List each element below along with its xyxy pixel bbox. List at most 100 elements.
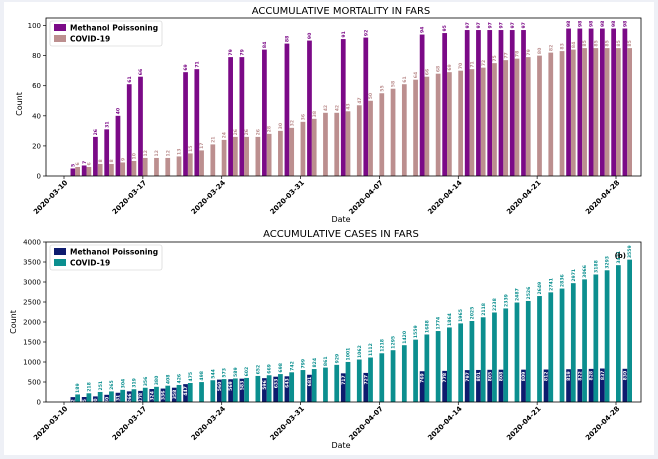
bar-methanol [262, 49, 267, 176]
chart-title: ACCUMULATIVE MORTALITY IN FARS [252, 6, 431, 17]
y-axis: 0 500 1000 1500 2000 2500 3000 3500 4000 [23, 239, 46, 407]
bar-covid [75, 166, 80, 176]
bar-covid [604, 270, 610, 402]
bar-covid [514, 302, 520, 402]
data-label: 447 [183, 386, 189, 396]
data-label: 31 [104, 121, 110, 127]
data-label: 544 [210, 369, 216, 379]
data-label: 742 [289, 361, 295, 371]
y-tick-label: 3500 [23, 259, 41, 267]
bar-covid [266, 375, 272, 402]
bar-covid [334, 364, 340, 402]
bar-methanol [126, 84, 132, 176]
bar-covid [300, 370, 306, 402]
data-label: 84 [262, 42, 268, 48]
data-label: 8 [109, 159, 115, 162]
y-tick-label: 40 [32, 112, 41, 120]
bar-methanol [476, 30, 481, 176]
bar-methanol [498, 30, 504, 176]
bars-layer [70, 28, 632, 177]
y-tick-label: 20 [32, 142, 41, 150]
bar-covid [469, 69, 475, 176]
data-label: 15 [188, 146, 194, 152]
data-label: 30 [278, 123, 284, 129]
bar-covid [154, 386, 159, 402]
data-label: 50 [368, 93, 374, 99]
bar-covid [379, 93, 385, 176]
legend-swatch-methanol [54, 248, 66, 255]
data-label: 98 [600, 21, 606, 27]
data-label: 824 [312, 358, 318, 368]
data-label: 85 [605, 40, 611, 46]
bar-covid [548, 292, 554, 402]
data-label: 82 [548, 45, 554, 51]
bar-methanol [284, 43, 290, 176]
data-label: 83 [560, 43, 566, 49]
data-label: 336 [161, 391, 167, 401]
data-label: 26 [244, 129, 250, 135]
y-tick-label: 0 [37, 399, 41, 407]
bar-methanol [442, 370, 448, 402]
bar-methanol [419, 34, 425, 176]
legend: Methanol Poissoning COVID-19 [49, 244, 163, 271]
bar-covid [75, 394, 80, 402]
y-tick-label: 2500 [23, 299, 41, 307]
bar-covid [435, 73, 441, 176]
bar-methanol [70, 397, 76, 402]
bar-methanol [284, 376, 290, 402]
bar-covid [514, 58, 520, 176]
bar-covid [368, 357, 373, 402]
data-label: 85 [627, 40, 633, 46]
legend: Methanol Poissoning COVID-19 [49, 20, 163, 47]
bar-methanol [577, 28, 583, 177]
data-label: 79 [239, 49, 245, 55]
data-label: 380 [154, 376, 160, 386]
data-label: 47 [357, 97, 363, 103]
bar-methanol [487, 369, 493, 402]
data-label: 98 [577, 21, 583, 27]
bar-covid [447, 72, 452, 176]
data-label: 809 [521, 372, 527, 382]
bar-covid [154, 157, 159, 176]
data-label: 85 [616, 40, 622, 46]
panel-annotation: (b) [615, 252, 626, 260]
bar-covid [176, 156, 182, 176]
data-label: 3293 [605, 256, 611, 269]
y-tick-label: 0 [37, 173, 41, 181]
bar-methanol [622, 28, 628, 177]
data-label: 3066 [582, 265, 588, 278]
bar-methanol [340, 39, 346, 176]
bar-methanol [104, 394, 110, 402]
data-label: 3188 [593, 260, 599, 273]
data-label: 71 [194, 61, 200, 67]
bar-covid [232, 136, 238, 176]
chart-title: ACCUMULATIVE CASES IN FARS [263, 229, 419, 240]
bar-covid [413, 79, 418, 176]
bar-covid [401, 84, 407, 176]
data-label: 1112 [368, 343, 374, 356]
data-labels-layer: 122 125 140 180 231 266 278 324 336 358 447 560 569 5… [71, 245, 634, 408]
bar-covid [401, 345, 407, 402]
data-label: 21 [210, 136, 216, 142]
legend-label-covid: COVID-19 [70, 259, 110, 268]
data-label: 717 [341, 375, 347, 385]
data-label: 231 [116, 395, 122, 405]
bar-covid [289, 372, 295, 402]
data-label: 36 [301, 114, 307, 120]
bar-covid [199, 150, 204, 176]
data-label: 125 [82, 399, 88, 409]
bar-covid [492, 312, 497, 402]
legend-box [49, 20, 163, 47]
data-label: 319 [132, 378, 138, 388]
data-label: 66 [138, 69, 144, 75]
bar-covid [255, 375, 261, 402]
bar-covid [537, 296, 542, 402]
bar-covid [345, 111, 351, 176]
bar-methanol [307, 374, 312, 402]
data-label: 2487 [515, 288, 521, 301]
x-axis-label: Date [331, 441, 350, 450]
data-label: 26 [93, 129, 99, 135]
data-label: 324 [149, 391, 155, 401]
bar-methanol [442, 33, 448, 176]
